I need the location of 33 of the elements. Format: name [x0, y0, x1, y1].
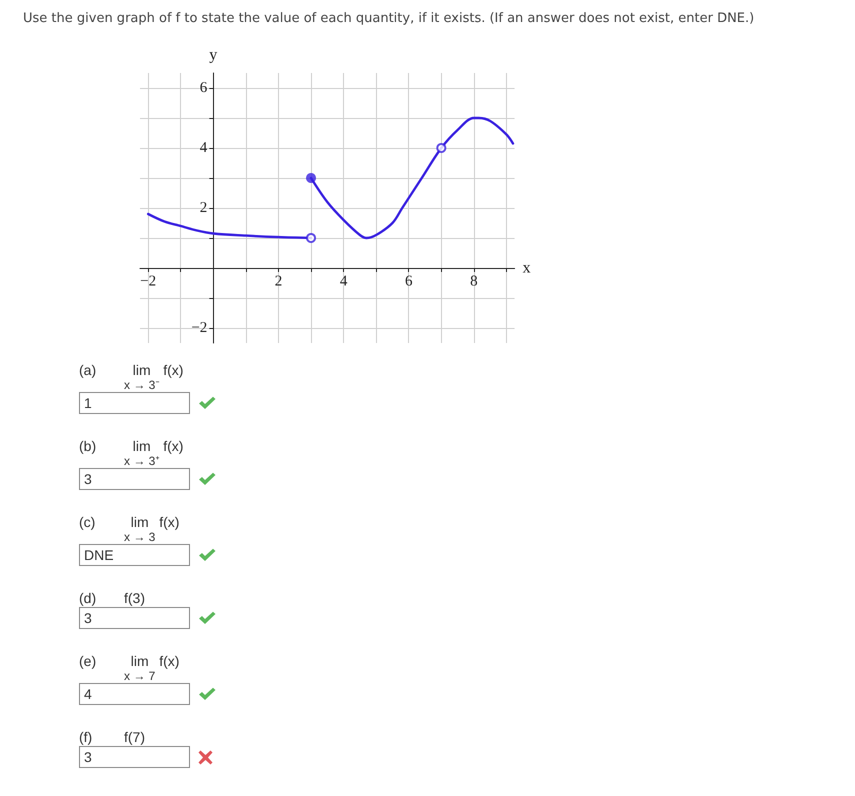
text: (d): [79, 590, 98, 607]
x-tick-label: 4: [340, 274, 348, 290]
y-tick-label: 4: [200, 140, 208, 156]
x-tick-label: −2: [140, 274, 156, 290]
x-tick-label: 8: [470, 274, 478, 290]
x-tick-label: 2: [274, 274, 282, 290]
text: limx → 3 f(x): [124, 514, 180, 544]
text: (f): [79, 729, 94, 746]
text: (b): [79, 438, 98, 455]
point: [306, 233, 316, 243]
y-tick-label: −2: [191, 320, 208, 336]
y-tick-label: 2: [200, 200, 208, 216]
text: 3: [79, 607, 190, 629]
x-tick-label: 6: [404, 274, 413, 290]
text: (e): [79, 653, 98, 670]
text: limx → 3⁻ f(x): [124, 362, 184, 392]
text: (c): [79, 514, 96, 531]
text: 3: [79, 468, 190, 490]
text: 3: [79, 746, 190, 768]
text: limx → 7 f(x): [124, 653, 180, 683]
text: 4: [79, 683, 190, 705]
text: f(7): [124, 729, 145, 746]
y-tick-label: 6: [200, 80, 208, 96]
chart-title: Use the given graph of f to state the value of each quantity, if it exists. (If an answer does not exist, enter DNE.): [23, 11, 754, 26]
point: [306, 173, 316, 183]
text: f(3): [124, 590, 145, 607]
text: limx → 3⁺ f(x): [124, 438, 184, 468]
y-axis-title: y: [209, 46, 218, 64]
x-axis-title: x: [522, 260, 531, 276]
text: 1: [79, 392, 190, 414]
text: (a): [79, 362, 98, 379]
text: DNE: [79, 544, 190, 566]
point: [436, 143, 446, 153]
